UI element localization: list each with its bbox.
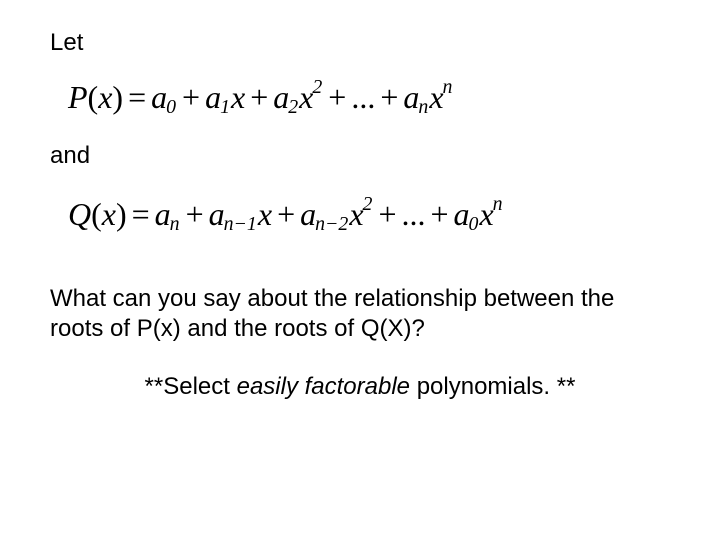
text-question: What can you say about the relationship … [50,284,670,344]
func-q: Q [68,196,91,232]
slide: Let P(x)=a0+a1x+a2x2+...+anxn and Q(x)=a… [0,0,720,540]
text-hint: **Select easily factorable polynomials. … [50,372,670,402]
hint-after: polynomials. ** [410,373,575,400]
equation-q: Q(x)=an+an−1x+an−2x2+...+a0xn [68,193,670,236]
text-and: and [50,141,670,171]
text-let: Let [50,28,670,58]
func-p: P [68,79,88,115]
hint-italic: easily factorable [237,373,410,400]
equation-p: P(x)=a0+a1x+a2x2+...+anxn [68,76,670,119]
hint-before: **Select [145,373,237,400]
